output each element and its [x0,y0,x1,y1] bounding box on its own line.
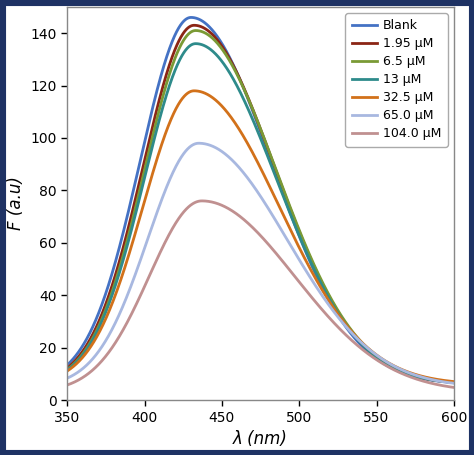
65.0 μM [451,380,457,386]
Blank [369,353,375,358]
Blank [242,89,248,95]
104.0 μM [64,382,70,388]
65.0 μM [440,379,446,384]
1.95 μM [369,350,375,356]
104.0 μM [253,228,258,233]
13 μM [193,41,199,46]
6.5 μM [242,89,248,95]
6.5 μM [440,379,446,384]
65.0 μM [196,141,201,146]
104.0 μM [84,372,90,377]
65.0 μM [242,172,248,177]
Blank [253,116,258,121]
104.0 μM [440,383,446,389]
Legend: Blank, 1.95 μM, 6.5 μM, 13 μM, 32.5 μM, 65.0 μM, 104.0 μM: Blank, 1.95 μM, 6.5 μM, 13 μM, 32.5 μM, … [346,13,447,147]
Y-axis label: F (a.u): F (a.u) [7,177,25,230]
32.5 μM [440,378,446,383]
32.5 μM [253,155,258,161]
6.5 μM [84,345,90,350]
32.5 μM [191,88,197,94]
32.5 μM [84,349,90,354]
6.5 μM [253,113,258,119]
104.0 μM [242,218,248,223]
Line: 104.0 μM: 104.0 μM [67,201,454,388]
65.0 μM [84,362,90,368]
1.95 μM [440,379,446,384]
13 μM [64,367,70,373]
1.95 μM [64,365,70,371]
104.0 μM [369,354,375,359]
Blank [64,362,70,368]
1.95 μM [253,113,258,119]
Line: 65.0 μM: 65.0 μM [67,143,454,383]
Line: 32.5 μM: 32.5 μM [67,91,454,382]
1.95 μM [440,379,446,384]
6.5 μM [369,349,375,355]
Line: 6.5 μM: 6.5 μM [67,30,454,382]
1.95 μM [84,342,90,347]
1.95 μM [191,23,197,28]
Line: Blank: Blank [67,17,454,383]
1.95 μM [451,379,457,385]
32.5 μM [369,349,375,354]
13 μM [451,379,457,385]
65.0 μM [440,379,446,384]
13 μM [242,100,248,106]
Blank [451,380,457,385]
13 μM [440,379,446,384]
Line: 1.95 μM: 1.95 μM [67,25,454,382]
104.0 μM [451,385,457,390]
32.5 μM [451,379,457,384]
Blank [440,379,446,384]
104.0 μM [440,383,446,389]
Blank [84,336,90,341]
65.0 μM [253,186,258,192]
65.0 μM [369,349,375,354]
6.5 μM [64,367,70,372]
65.0 μM [64,375,70,381]
13 μM [253,123,258,129]
104.0 μM [199,198,205,204]
13 μM [84,346,90,352]
Blank [440,379,446,384]
32.5 μM [64,368,70,374]
6.5 μM [440,379,446,384]
32.5 μM [440,378,446,383]
Blank [188,15,194,20]
6.5 μM [193,28,199,33]
13 μM [369,351,375,356]
X-axis label: λ (nm): λ (nm) [233,430,288,448]
Line: 13 μM: 13 μM [67,44,454,382]
13 μM [440,379,446,384]
1.95 μM [242,88,248,94]
6.5 μM [451,379,457,385]
32.5 μM [242,136,248,142]
